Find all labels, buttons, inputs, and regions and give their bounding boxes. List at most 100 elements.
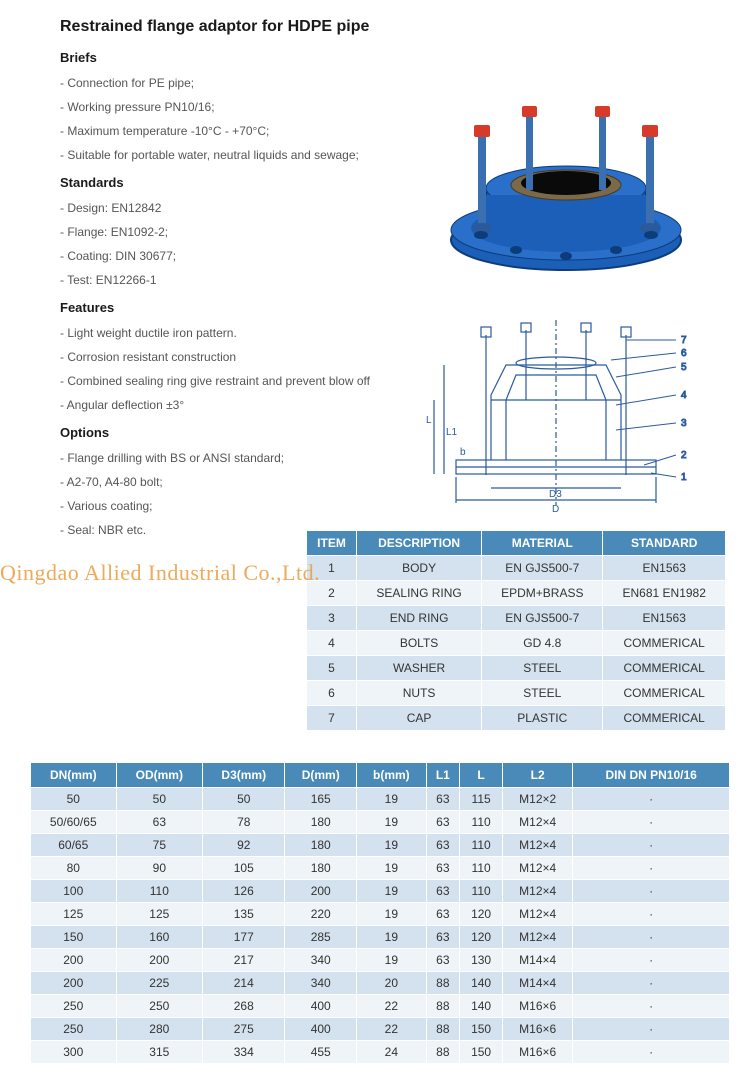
- table-cell: 268: [203, 995, 285, 1018]
- table-cell: M12×4: [503, 834, 573, 857]
- table-cell: 63: [426, 926, 459, 949]
- list-item: Maximum temperature -10°C - +70°C;: [60, 119, 380, 143]
- table-cell: 60/65: [31, 834, 117, 857]
- table-cell: 400: [285, 995, 357, 1018]
- svg-text:L: L: [426, 415, 432, 426]
- table-cell: 214: [203, 972, 285, 995]
- list-item: Flange drilling with BS or ANSI standard…: [60, 446, 380, 470]
- list-item: Flange: EN1092-2;: [60, 220, 380, 244]
- svg-text:D3: D3: [549, 489, 562, 500]
- table-cell: ·: [573, 1041, 730, 1064]
- table-cell: 455: [285, 1041, 357, 1064]
- table-cell: 63: [426, 857, 459, 880]
- table-cell: 334: [203, 1041, 285, 1064]
- table-cell: 340: [285, 972, 357, 995]
- table-header: DESCRIPTION: [356, 531, 481, 556]
- table-cell: 22: [357, 1018, 427, 1041]
- table-header: DN(mm): [31, 763, 117, 788]
- svg-text:4: 4: [681, 390, 687, 401]
- table-cell: 88: [426, 995, 459, 1018]
- table-cell: 20: [357, 972, 427, 995]
- table-row: 3END RINGEN GJS500-7EN1563: [307, 606, 726, 631]
- options-heading: Options: [60, 425, 380, 440]
- briefs-heading: Briefs: [60, 50, 380, 65]
- table-cell: EN681 EN1982: [603, 581, 726, 606]
- table-cell: 92: [203, 834, 285, 857]
- table-cell: M12×2: [503, 788, 573, 811]
- table-cell: 225: [116, 972, 203, 995]
- features-heading: Features: [60, 300, 380, 315]
- table-cell: 63: [426, 834, 459, 857]
- table-row: 4BOLTSGD 4.8COMMERICAL: [307, 631, 726, 656]
- table-cell: 120: [460, 926, 503, 949]
- table-cell: 110: [460, 811, 503, 834]
- table-cell: 3: [307, 606, 357, 631]
- table-row: 7CAPPLASTICCOMMERICAL: [307, 706, 726, 731]
- table-cell: PLASTIC: [482, 706, 603, 731]
- left-column: Briefs Connection for PE pipe;Working pr…: [60, 50, 380, 542]
- table-cell: 200: [116, 949, 203, 972]
- table-cell: 135: [203, 903, 285, 926]
- table-cell: 285: [285, 926, 357, 949]
- table-cell: 126: [203, 880, 285, 903]
- table-cell: COMMERICAL: [603, 681, 726, 706]
- table-header: L2: [503, 763, 573, 788]
- table-cell: STEEL: [482, 681, 603, 706]
- table-cell: 88: [426, 1018, 459, 1041]
- table-cell: 177: [203, 926, 285, 949]
- table-cell: 88: [426, 1041, 459, 1064]
- dimensions-table: DN(mm)OD(mm)D3(mm)D(mm)b(mm)L1LL2DIN DN …: [30, 762, 730, 1064]
- standards-list: Design: EN12842Flange: EN1092-2;Coating:…: [60, 196, 380, 292]
- table-cell: ·: [573, 995, 730, 1018]
- table-cell: M16×6: [503, 1041, 573, 1064]
- table-cell: 150: [460, 1041, 503, 1064]
- table-cell: 340: [285, 949, 357, 972]
- table-cell: 88: [426, 972, 459, 995]
- table-cell: 5: [307, 656, 357, 681]
- table-cell: EN GJS500-7: [482, 556, 603, 581]
- table-row: 1251251352201963120M12×4·: [31, 903, 730, 926]
- table-row: 80901051801963110M12×4·: [31, 857, 730, 880]
- table-cell: 200: [31, 972, 117, 995]
- table-cell: 63: [426, 880, 459, 903]
- materials-table: ITEMDESCRIPTIONMATERIALSTANDARD1BODYEN G…: [306, 530, 726, 731]
- list-item: Coating: DIN 30677;: [60, 244, 380, 268]
- table-header: MATERIAL: [482, 531, 603, 556]
- standards-heading: Standards: [60, 175, 380, 190]
- svg-text:3: 3: [681, 418, 687, 429]
- table-row: 2002252143402088140M14×4·: [31, 972, 730, 995]
- table-cell: GD 4.8: [482, 631, 603, 656]
- table-cell: ·: [573, 903, 730, 926]
- table-cell: 63: [426, 788, 459, 811]
- table-cell: EN GJS500-7: [482, 606, 603, 631]
- table-header: L1: [426, 763, 459, 788]
- table-cell: 300: [31, 1041, 117, 1064]
- table-row: 5050501651963115M12×2·: [31, 788, 730, 811]
- table-header: OD(mm): [116, 763, 203, 788]
- table-cell: 50: [116, 788, 203, 811]
- table-cell: 280: [116, 1018, 203, 1041]
- table-cell: ·: [573, 1018, 730, 1041]
- table-row: 2002002173401963130M14×4·: [31, 949, 730, 972]
- svg-text:2: 2: [681, 450, 687, 461]
- table-cell: 19: [357, 857, 427, 880]
- table-cell: 275: [203, 1018, 285, 1041]
- table-cell: 24: [357, 1041, 427, 1064]
- table-cell: 250: [31, 1018, 117, 1041]
- table-cell: 120: [460, 903, 503, 926]
- table-cell: 160: [116, 926, 203, 949]
- table-cell: M12×4: [503, 926, 573, 949]
- table-cell: M12×4: [503, 880, 573, 903]
- product-image: [426, 80, 706, 290]
- table-cell: EN1563: [603, 556, 726, 581]
- table-cell: 150: [460, 1018, 503, 1041]
- table-header: D(mm): [285, 763, 357, 788]
- table-cell: 19: [357, 811, 427, 834]
- top-section: Briefs Connection for PE pipe;Working pr…: [60, 50, 726, 542]
- table-cell: ·: [573, 788, 730, 811]
- technical-diagram: D D3 L L1 b 7 6 5 4 3 2 1: [416, 305, 716, 515]
- list-item: Design: EN12842: [60, 196, 380, 220]
- table-cell: M12×4: [503, 903, 573, 926]
- list-item: Light weight ductile iron pattern.: [60, 321, 380, 345]
- table-cell: 140: [460, 972, 503, 995]
